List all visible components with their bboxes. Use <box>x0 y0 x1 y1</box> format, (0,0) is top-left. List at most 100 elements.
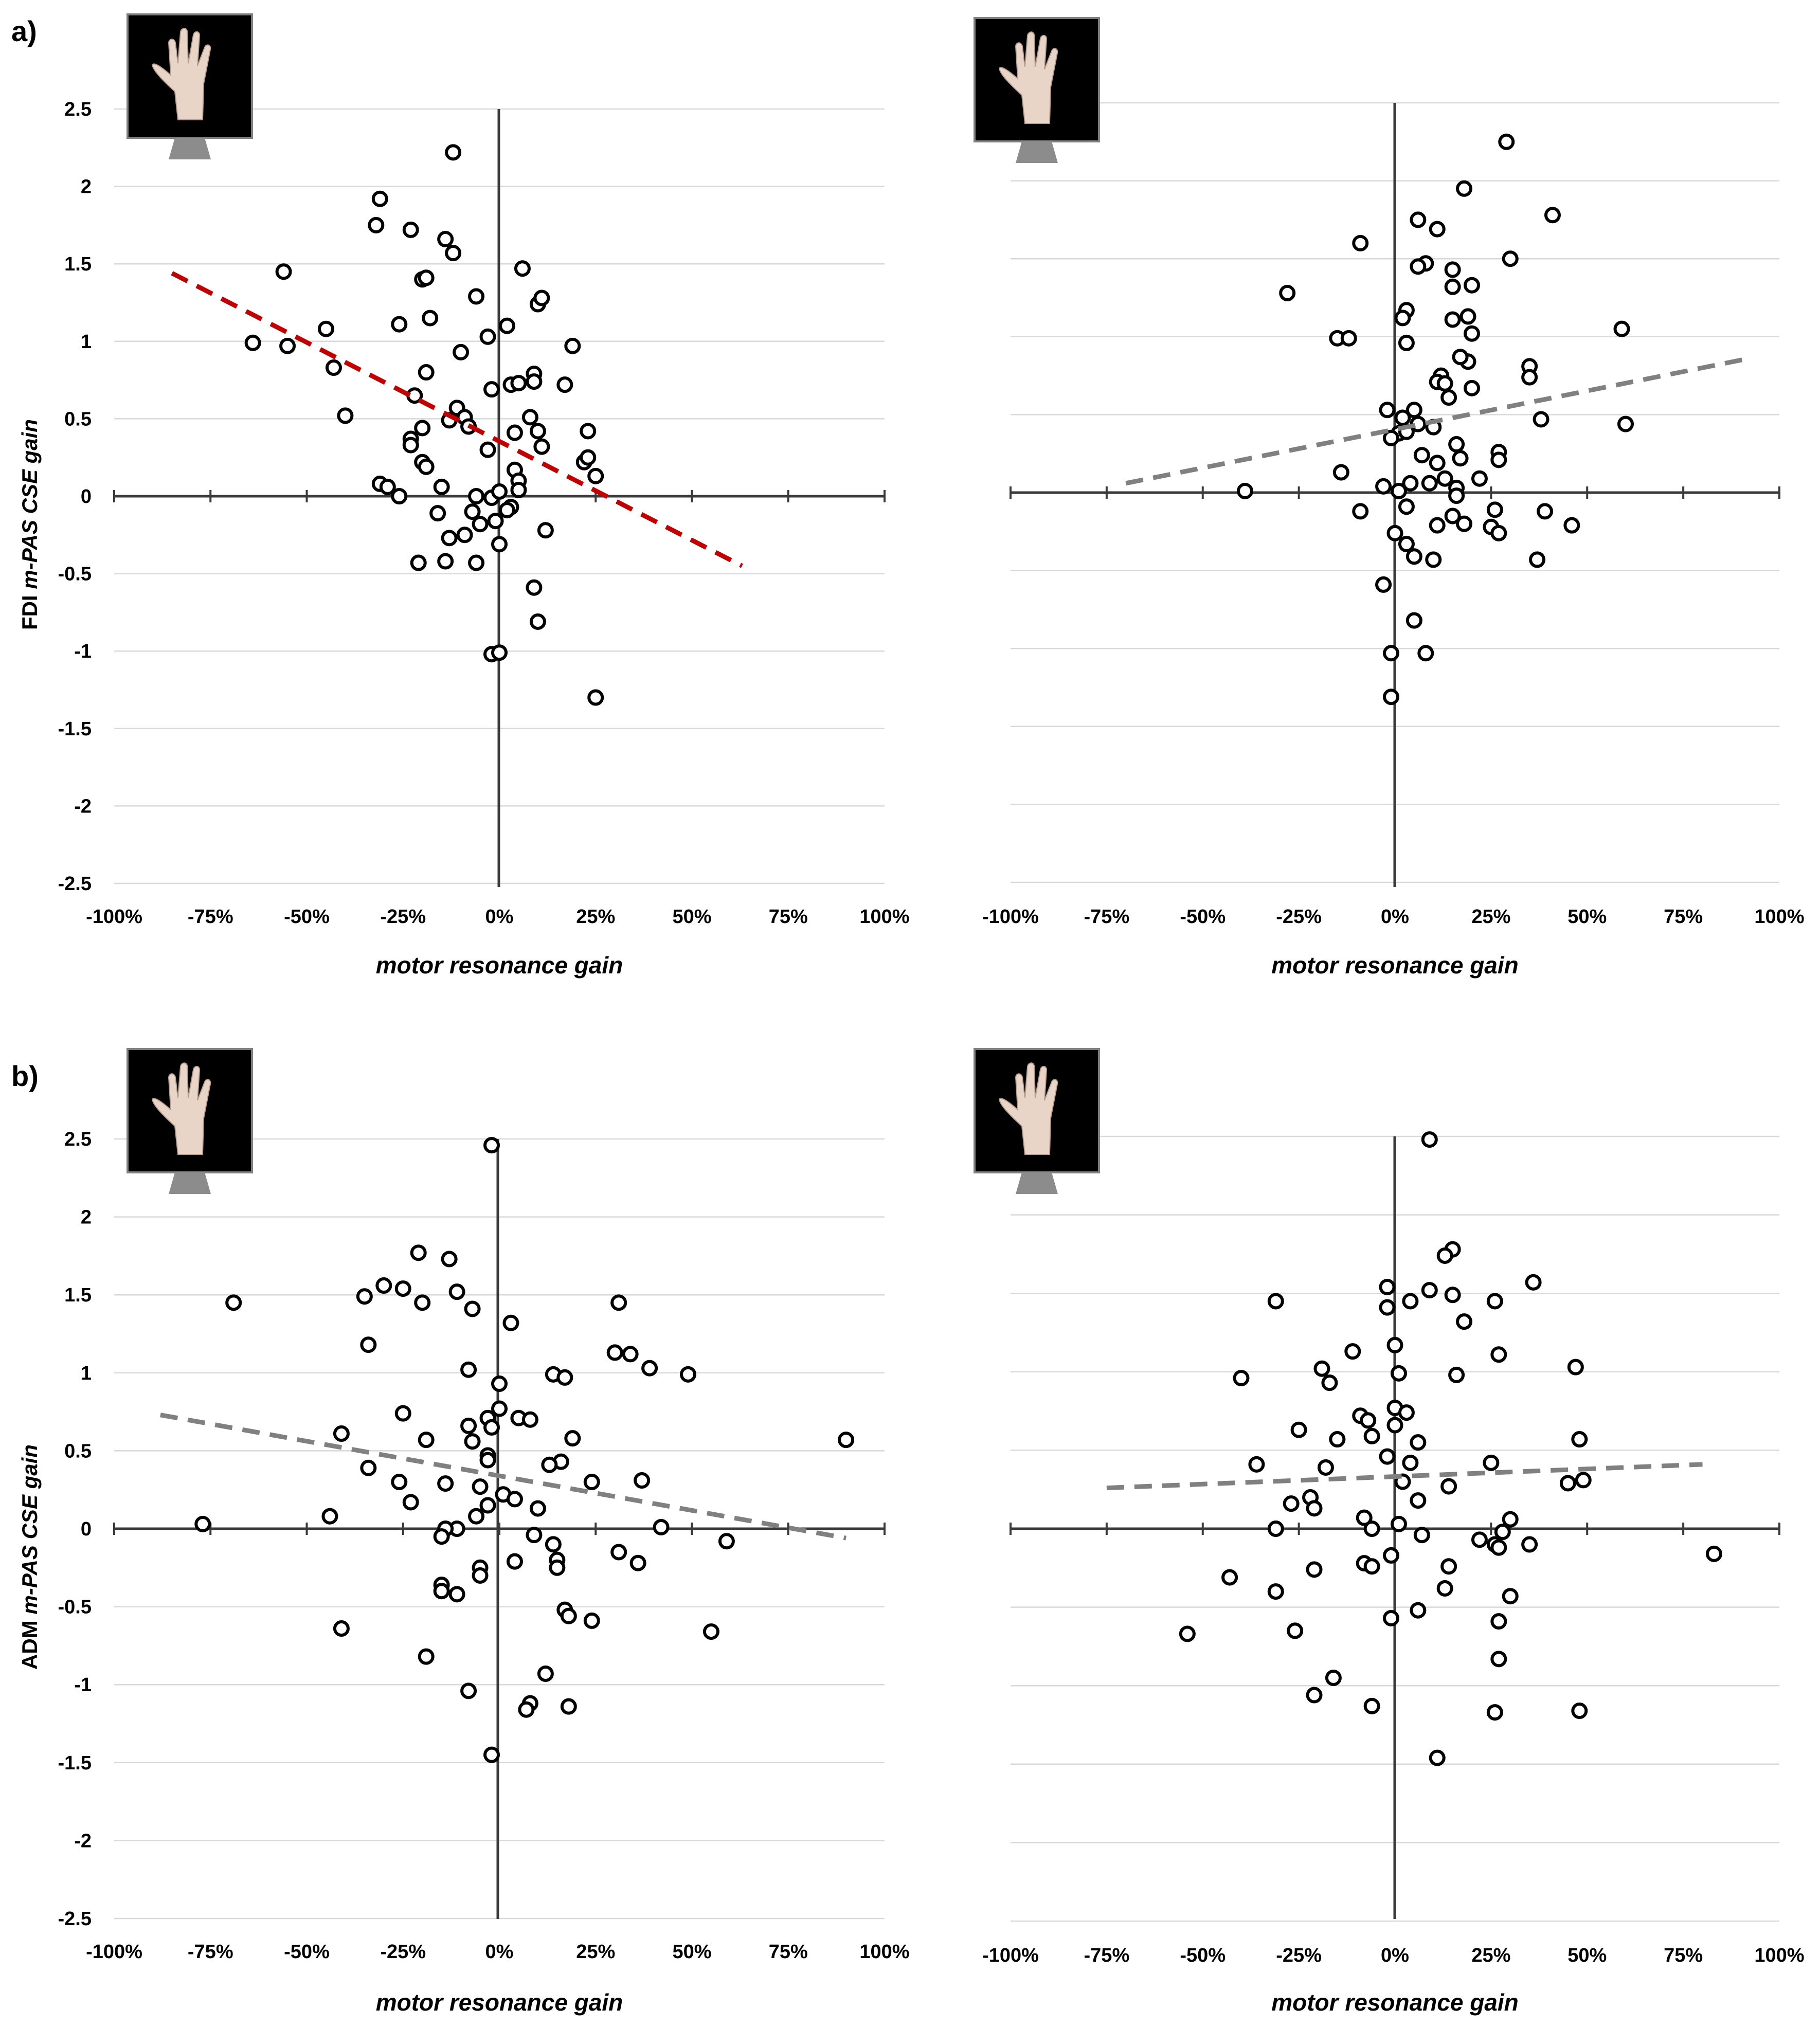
data-point <box>1421 1282 1438 1299</box>
data-points <box>244 144 604 706</box>
data-point <box>1490 451 1507 468</box>
trend-line <box>160 1413 846 1541</box>
data-point <box>445 144 462 161</box>
data-point <box>564 1430 581 1447</box>
data-point <box>541 1456 558 1473</box>
data-point <box>491 536 508 553</box>
data-point <box>521 1411 538 1428</box>
x-tick-label: -75% <box>1084 1945 1130 1966</box>
y-tick-label: -1 <box>74 641 92 662</box>
data-point <box>1417 645 1434 662</box>
y-tick-label: -1.5 <box>58 718 92 740</box>
data-point <box>1405 548 1422 565</box>
y-tick-label: 2.5 <box>64 1129 92 1150</box>
y-tick-label: 2 <box>81 176 92 198</box>
data-point <box>464 1433 481 1450</box>
stand-icon <box>169 138 211 159</box>
data-point <box>1413 447 1430 464</box>
data-point <box>1394 310 1411 327</box>
data-point <box>1613 320 1630 337</box>
x-tick-label: -75% <box>1084 906 1130 928</box>
data-point <box>433 1583 450 1600</box>
data-point <box>418 1648 435 1665</box>
data-point <box>1398 1404 1415 1421</box>
data-points <box>1236 133 1634 705</box>
data-point <box>1567 1359 1584 1376</box>
data-point <box>606 1344 623 1361</box>
data-point <box>1559 1475 1576 1492</box>
hand-thumbnail-a-right <box>974 17 1100 163</box>
data-point <box>1529 551 1546 568</box>
stand-icon <box>1016 141 1058 163</box>
data-point <box>510 375 527 392</box>
data-point <box>583 1474 600 1491</box>
x-tick-label: 50% <box>672 906 711 928</box>
data-point <box>422 310 439 327</box>
data-point <box>491 483 508 500</box>
data-point <box>1486 1704 1503 1721</box>
data-point <box>1525 1274 1542 1291</box>
data-point <box>460 1682 477 1699</box>
data-point <box>1571 1431 1588 1448</box>
x-tick-label: 50% <box>1567 1945 1607 1966</box>
y-tick-label: 2.5 <box>64 99 92 120</box>
data-point <box>1363 1558 1380 1575</box>
data-point <box>1321 1374 1338 1391</box>
data-point <box>1421 1131 1438 1148</box>
data-point <box>1363 1697 1380 1714</box>
data-point <box>1429 221 1446 238</box>
x-tick-label: 75% <box>769 906 808 928</box>
data-point <box>460 1361 477 1378</box>
x-tick-label: 25% <box>1471 906 1510 928</box>
data-point <box>1456 1313 1473 1330</box>
data-point <box>560 1698 577 1715</box>
data-point <box>1444 508 1461 524</box>
chart-b-right: -100% -75% -50% -25% 0% 25% 50% 75% 100% motor re… <box>974 1048 1805 2016</box>
data-point <box>537 1665 554 1682</box>
data-point <box>1402 1293 1419 1310</box>
data-point <box>368 216 385 233</box>
data-point <box>360 1336 377 1353</box>
data-point <box>1498 133 1515 150</box>
data-point <box>468 1508 485 1525</box>
data-point <box>1502 1511 1519 1528</box>
data-point <box>622 1346 639 1363</box>
data-point <box>1283 1495 1300 1512</box>
data-point <box>414 1294 431 1311</box>
data-point <box>1344 1343 1361 1360</box>
data-point <box>479 441 496 458</box>
data-point <box>1386 1417 1403 1434</box>
data-point <box>418 1432 435 1449</box>
x-tick-label: 50% <box>1567 906 1607 928</box>
y-tick-label: 0 <box>81 1518 92 1540</box>
data-point <box>1456 180 1473 197</box>
y-tick-label: -2.5 <box>58 873 92 895</box>
data-point <box>634 1472 651 1489</box>
data-point <box>1464 379 1480 396</box>
x-axis-label: motor resonance gain <box>376 952 623 979</box>
y-tick-label: 1 <box>81 331 92 353</box>
data-point <box>1290 1421 1307 1438</box>
data-point <box>1248 1456 1265 1473</box>
data-point <box>479 1497 496 1514</box>
x-tick-label: -75% <box>188 1941 233 1963</box>
data-point <box>1267 1293 1284 1310</box>
data-point <box>498 317 515 334</box>
data-point <box>1410 1602 1427 1619</box>
data-point <box>1452 349 1469 366</box>
data-point <box>453 343 470 360</box>
data-point <box>371 190 388 207</box>
data-point <box>1306 1500 1323 1517</box>
data-point <box>1375 576 1392 593</box>
data-point <box>464 503 481 520</box>
data-point <box>1471 470 1488 487</box>
data-point <box>1379 1278 1396 1295</box>
y-tick-label: 2 <box>81 1207 92 1228</box>
hand-thumbnail-b-right <box>974 1048 1100 1194</box>
data-point <box>1494 1524 1511 1541</box>
data-point <box>1221 1569 1238 1586</box>
data-point <box>1306 1561 1323 1578</box>
data-point <box>702 1623 719 1640</box>
data-point <box>533 289 550 306</box>
